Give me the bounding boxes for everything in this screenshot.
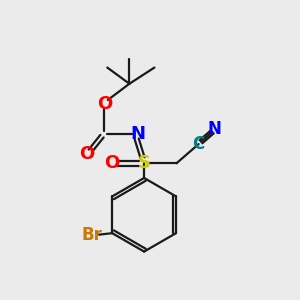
- Text: N: N: [131, 125, 146, 143]
- Text: S: S: [138, 154, 151, 172]
- Text: O: O: [79, 146, 94, 164]
- Text: Br: Br: [81, 226, 102, 244]
- Text: C: C: [193, 135, 205, 153]
- Text: N: N: [208, 120, 222, 138]
- Text: O: O: [97, 95, 112, 113]
- Text: O: O: [104, 154, 119, 172]
